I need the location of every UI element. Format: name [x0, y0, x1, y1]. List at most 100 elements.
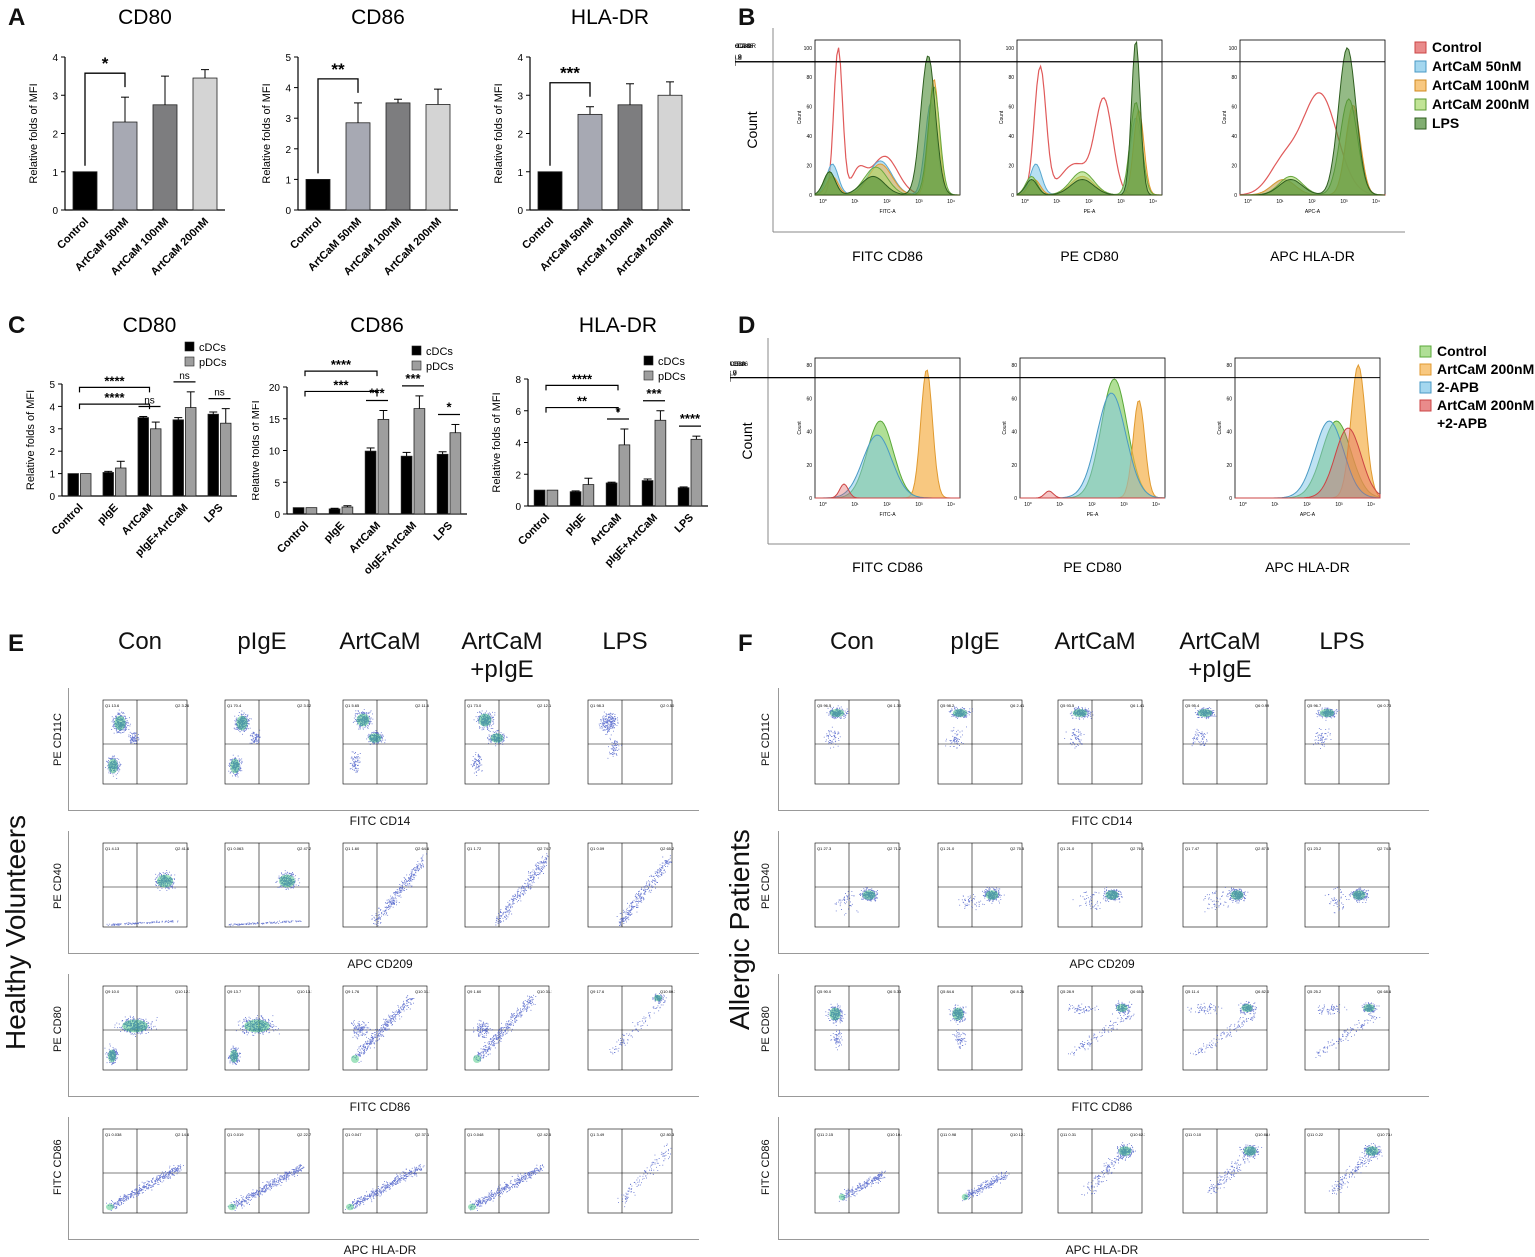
significance-bracket — [84, 72, 126, 166]
quadrant-value: Q1 23.2 — [1307, 846, 1322, 851]
hist-xlabel: PE CD80 — [1063, 559, 1122, 575]
dot-cloud — [106, 1164, 184, 1211]
bar — [192, 77, 218, 211]
row-frame — [68, 831, 699, 954]
density-core — [478, 713, 492, 727]
dot-cloud — [616, 855, 672, 926]
bar — [582, 484, 595, 507]
legend-label: LPS — [1432, 115, 1459, 131]
hist-y-tick: 40 — [1011, 430, 1017, 436]
gate-name: FITC-A CD86 — [730, 362, 749, 368]
y-tick-label: 5 — [274, 478, 280, 489]
row-x-label: FITC CD86 — [1071, 1100, 1133, 1114]
dot-cloud — [1191, 707, 1217, 747]
gate-name: PE-A CD80 — [730, 362, 746, 368]
significance-bracket — [545, 406, 619, 413]
dot-cloud — [617, 1143, 672, 1208]
significance-label: **** — [331, 357, 352, 372]
gate-pct: 98.7 — [730, 371, 737, 378]
dot-cloud — [598, 711, 622, 759]
quadrant-value: Q10 31.1 — [537, 989, 552, 994]
y-tick-label: 4 — [285, 84, 291, 95]
quadrant-value: Q6 0.73 — [1377, 703, 1392, 708]
quadrant-value: Q1 73.0 — [467, 703, 482, 708]
dot-cloud — [1187, 1001, 1257, 1056]
quadrant-value: Q10 62.3 — [1130, 1132, 1145, 1137]
gate-pct: 44.9 — [735, 55, 742, 62]
significance-label: *** — [405, 371, 421, 386]
hist-y-tick: 80 — [1226, 363, 1232, 369]
plot-frame — [1304, 842, 1390, 928]
bar — [449, 432, 462, 515]
quadrant-value: Q1 21.0 — [940, 846, 955, 851]
plot-frame — [102, 985, 188, 1071]
hist-y-tick: 60 — [806, 396, 812, 402]
dot-cloud — [1072, 886, 1123, 910]
row-frame — [68, 974, 699, 1097]
significance-label: ns — [144, 395, 155, 406]
dot-plot: Q9 1.76 Q10 31.1 — [342, 985, 430, 1071]
plot-frame — [1182, 1128, 1268, 1214]
dot-plot: Q5 84.6 Q6 8.26 — [937, 985, 1025, 1071]
y-tick-label: 5 — [285, 53, 291, 64]
y-tick-label: 3 — [517, 91, 523, 102]
y-axis-label: Relative folds of MFI — [261, 83, 273, 183]
row-y-label: PE CD80 — [52, 1006, 64, 1052]
y-tick-label: 3 — [49, 425, 55, 436]
hist-y-tick: 40 — [806, 430, 812, 436]
panel-letter-d: D — [738, 312, 756, 339]
quadrant-value: Q5 25.2 — [1307, 989, 1322, 994]
hist-count: Count — [999, 110, 1005, 124]
hist-axis-name: FITC-A — [879, 209, 896, 215]
quadrant-value: Q10 12.3 — [175, 989, 190, 994]
quadrant-value: Q1 13.6 — [105, 703, 120, 708]
gate-pct: 49.8 — [735, 55, 742, 62]
quadrant-value: Q1 0.063 — [227, 846, 244, 851]
bar — [546, 489, 559, 507]
quadrant-value: Q2 12.1 — [537, 703, 552, 708]
quadrant-value: Q2 74.5 — [1377, 846, 1392, 851]
dot-plot: Q1 70.4 Q2 3.02 — [224, 699, 312, 785]
hist-x-tick: 10² — [883, 199, 891, 205]
bar — [654, 419, 667, 507]
cohort-label: Healthy Volunteers — [0, 814, 31, 1050]
dot-plot: Q9 13.7 Q10 13.1 — [224, 985, 312, 1071]
quadrant-value: Q2 3.02 — [297, 703, 312, 708]
dot-plot: Q1 4.13 Q2 41.6 — [102, 842, 190, 928]
hist-curve — [814, 55, 960, 196]
dot-cloud — [104, 1015, 158, 1066]
quadrant-value: Q6 68.6 — [1377, 989, 1392, 994]
plot-frame — [587, 1128, 673, 1214]
density-core — [468, 1203, 476, 1211]
quadrant-value: Q1 0.048 — [467, 1132, 484, 1137]
density-core — [654, 994, 662, 1002]
column-header: Con — [117, 628, 163, 655]
quadrant-value: Q1 7.47 — [1185, 846, 1200, 851]
dot-cloud — [345, 1164, 425, 1210]
dot-plot: Q1 98.3 Q2 0.50 — [587, 699, 675, 785]
hist-x-tick: 10⁰ — [1021, 199, 1029, 205]
dot-cloud — [1315, 1001, 1381, 1058]
quadrant-value: Q2 74.7 — [537, 846, 552, 851]
plot-frame — [224, 699, 310, 785]
dot-plot: Q5 25.2 Q6 68.6 — [1304, 985, 1392, 1071]
density-core — [346, 1203, 354, 1211]
y-tick-label: 4 — [52, 53, 58, 64]
quadrant-value: Q1 98.3 — [590, 703, 605, 708]
dot-plot: Q1 0.048 Q2 42.5 — [464, 1128, 552, 1214]
hist-axis-name: FITC-A — [879, 512, 896, 518]
bar — [618, 444, 631, 507]
density-core — [1230, 890, 1244, 900]
hist-x-tick: 10² — [1303, 502, 1311, 508]
plot-frame — [102, 1128, 188, 1214]
dot-plot: Q5 96.5 Q6 1.30 — [814, 699, 902, 785]
x-tick-label: Control — [516, 512, 552, 548]
hist-y-tick: 60 — [1008, 105, 1014, 111]
bar — [67, 473, 79, 497]
panel-letter-a: A — [8, 4, 26, 31]
row-x-label: FITC CD14 — [349, 814, 411, 828]
bar — [80, 473, 92, 497]
hist-x-tick: 10² — [1308, 199, 1316, 205]
quadrant-value: Q9 1.76 — [345, 989, 360, 994]
